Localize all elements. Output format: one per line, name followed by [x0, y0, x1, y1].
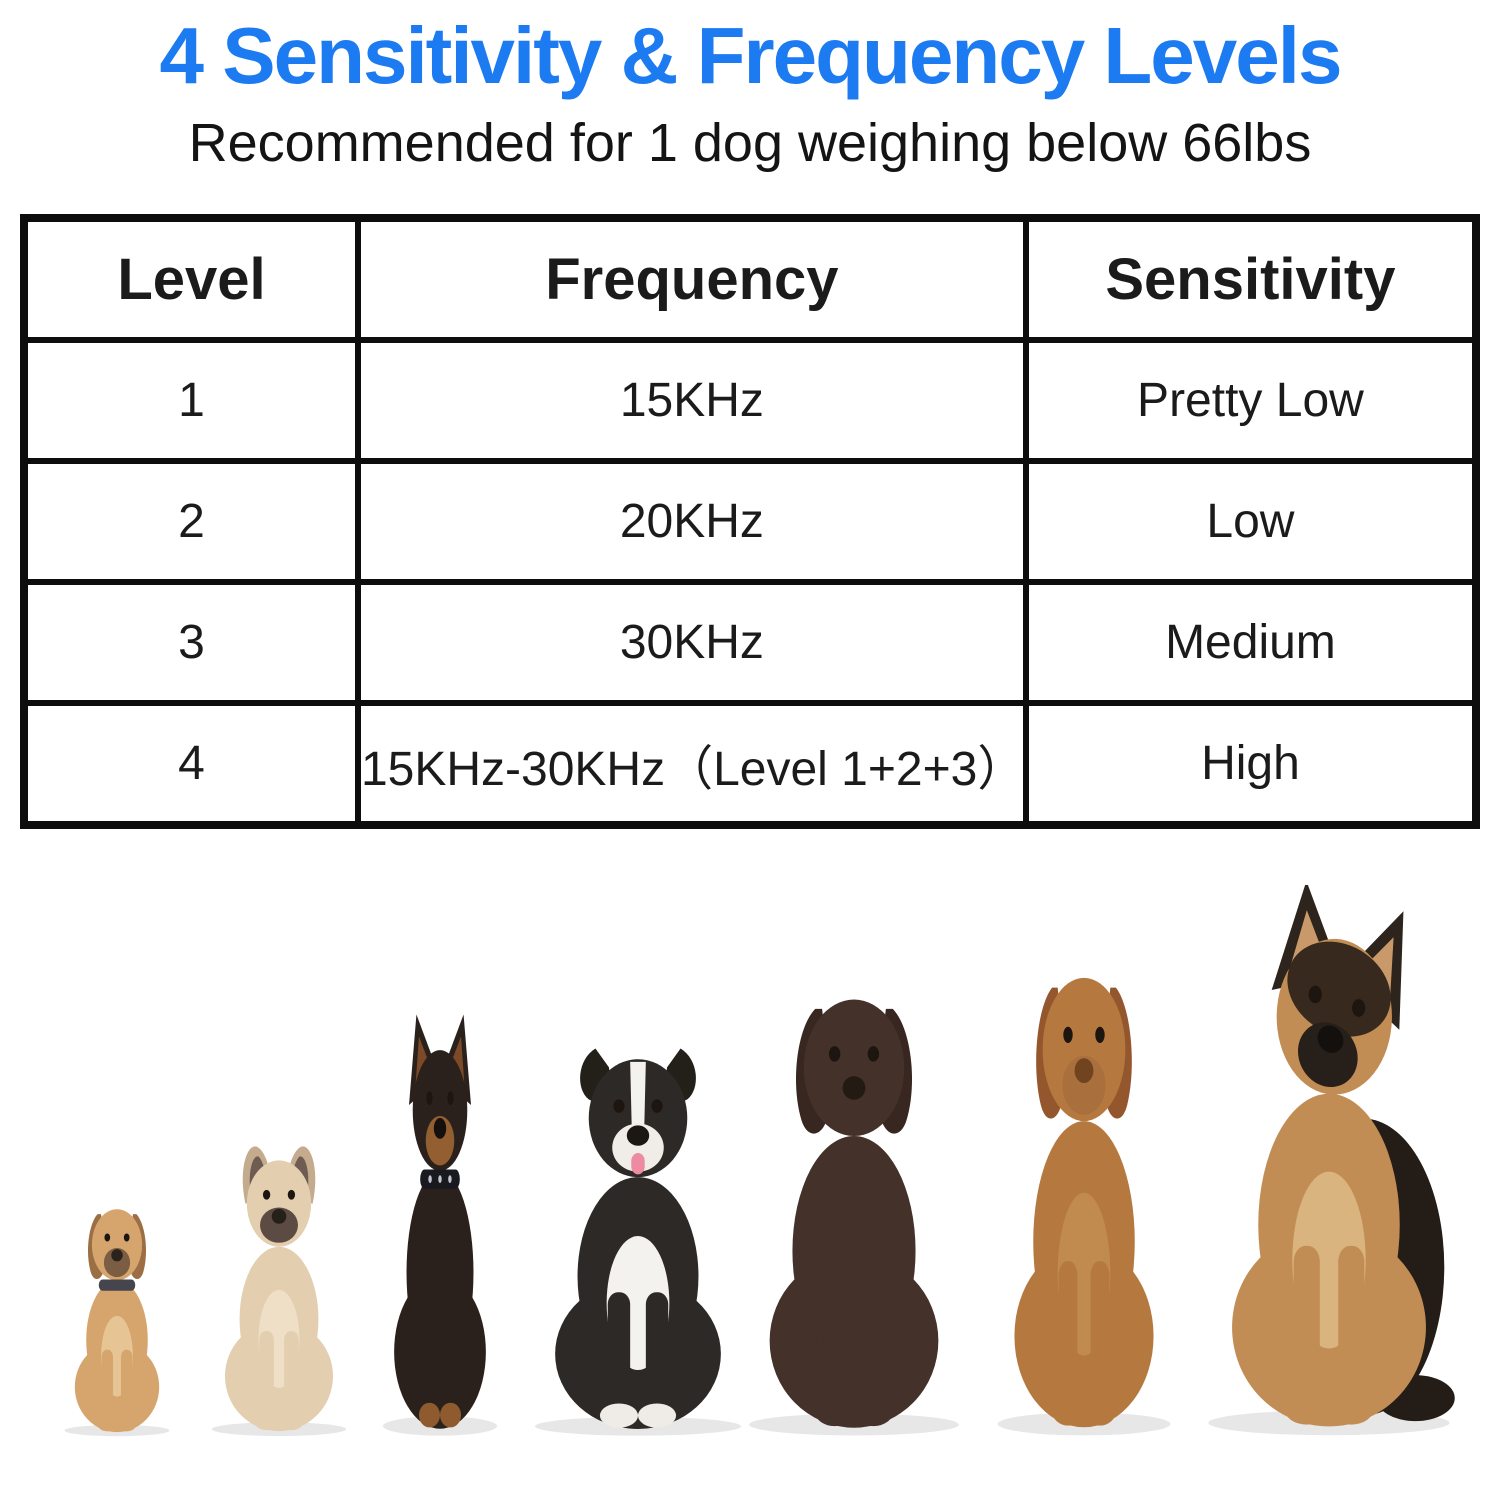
chocolate-labrador-illustration — [749, 999, 959, 1436]
cell-frequency-2: 20KHz — [354, 458, 1029, 585]
border-collie-illustration — [534, 1048, 742, 1436]
cell-level-2: 2 — [21, 458, 361, 585]
cell-sensitivity-4: High — [1022, 700, 1480, 828]
cell-sensitivity-3: Medium — [1022, 579, 1480, 706]
cell-frequency-4: 15KHz-30KHz（Level 1+2+3） — [354, 700, 1029, 828]
table-row: 3 30KHz Medium — [21, 579, 1480, 706]
cell-frequency-1: 15KHz — [354, 337, 1029, 464]
page-subtitle: Recommended for 1 dog weighing below 66l… — [188, 113, 1312, 173]
column-header-level: Level — [21, 215, 361, 343]
vizsla-illustration — [997, 977, 1171, 1436]
table-row: 1 15KHz Pretty Low — [21, 337, 1480, 464]
cell-level-3: 3 — [21, 579, 361, 706]
miniature-pinscher-illustration — [382, 1014, 498, 1436]
puppy-illustration — [64, 1209, 170, 1437]
table-row: 4 15KHz-30KHz（Level 1+2+3） High — [21, 700, 1480, 828]
cell-level-4: 4 — [21, 700, 361, 828]
column-header-frequency: Frequency — [354, 215, 1029, 343]
cell-sensitivity-2: Low — [1022, 458, 1480, 585]
cell-sensitivity-1: Pretty Low — [1022, 337, 1480, 464]
table-header-row: Level Frequency Sensitivity — [21, 215, 1480, 343]
levels-table: Level Frequency Sensitivity 1 15KHz Pret… — [20, 214, 1480, 829]
cell-level-1: 1 — [21, 337, 361, 464]
german-shepherd-illustration — [1208, 885, 1455, 1436]
french-bulldog-illustration — [211, 1146, 347, 1437]
page-title: 4 Sensitivity & Frequency Levels — [159, 11, 1343, 100]
table-row: 2 20KHz Low — [21, 458, 1480, 585]
column-header-sensitivity: Sensitivity — [1022, 215, 1480, 343]
cell-frequency-3: 30KHz — [354, 579, 1029, 706]
